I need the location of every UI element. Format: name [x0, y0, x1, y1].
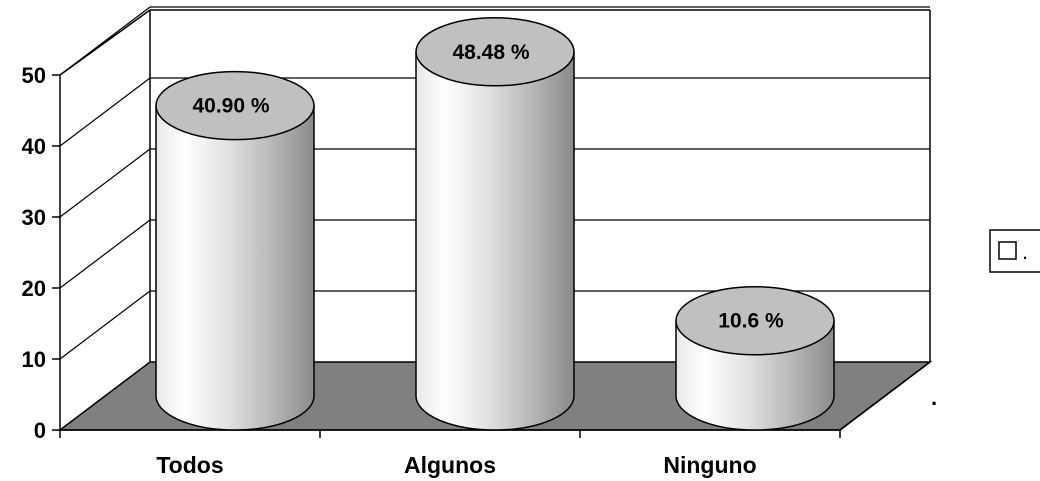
x-axis-ticks: [59, 430, 841, 438]
data-label: 40.90 %: [192, 95, 269, 118]
bar-body: [155, 104, 315, 431]
side-gridline: [59, 219, 151, 289]
bars: [155, 17, 835, 431]
side-gridline: [59, 6, 151, 76]
side-gridline: [59, 148, 151, 218]
side-gridline: [59, 290, 151, 360]
bar-top: [675, 285, 835, 356]
x-tick-label: Ninguno: [663, 452, 756, 478]
floor-right-edge: [839, 361, 931, 431]
y-tick-label: 30: [22, 205, 46, 230]
bar-algunos: [415, 17, 575, 431]
bar-top: [155, 70, 315, 141]
legend-entry-label: .: [1022, 239, 1028, 264]
legend: .: [989, 229, 1040, 273]
y-tick-label: 50: [22, 63, 46, 88]
bar-top: [415, 17, 575, 87]
side-gridline: [59, 77, 151, 147]
y-tick-label: 40: [22, 134, 46, 159]
floor-side-mark: .: [931, 385, 937, 410]
data-labels: 40.90 % 48.48 % 10.6 %: [192, 41, 784, 333]
bar-todos: [155, 70, 315, 431]
x-tick-label: Todos: [156, 452, 223, 478]
bar-ninguno: [675, 285, 835, 431]
category-labels: Todos Algunos Ninguno: [156, 452, 756, 478]
y-tick-label: 10: [22, 347, 46, 372]
x-tick-label: Algunos: [404, 452, 496, 478]
legend-swatch: [998, 241, 1017, 260]
y-axis-ticks: 0 10 20 30 40 50: [22, 63, 60, 443]
data-label: 10.6 %: [718, 310, 784, 333]
data-label: 48.48 %: [452, 41, 529, 64]
y-tick-label: 0: [34, 418, 46, 443]
bar-body: [415, 51, 575, 431]
y-tick-label: 20: [22, 276, 46, 301]
